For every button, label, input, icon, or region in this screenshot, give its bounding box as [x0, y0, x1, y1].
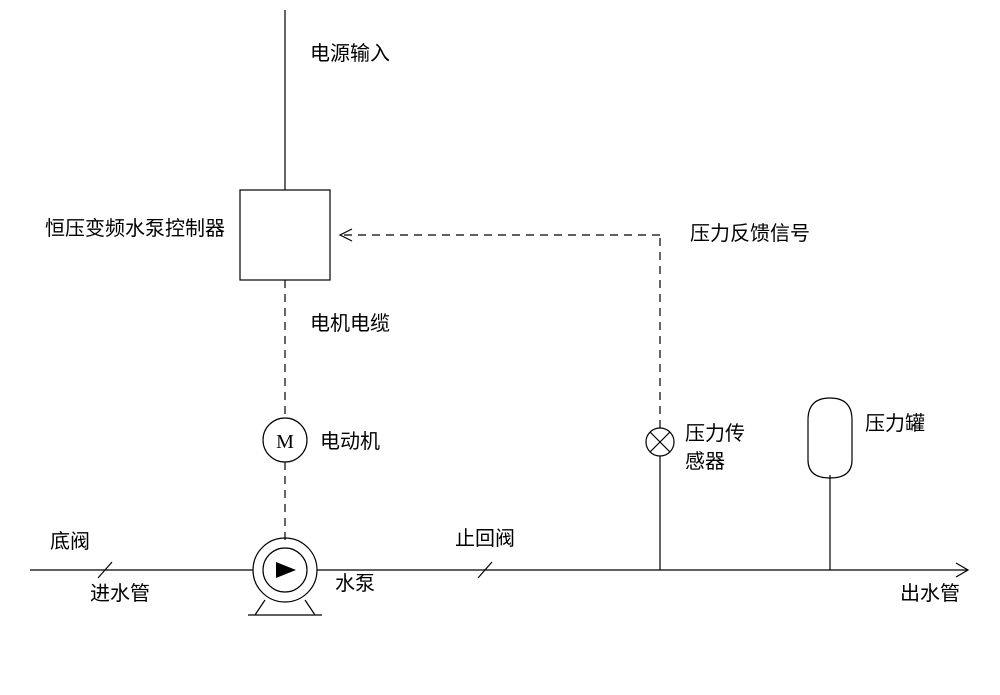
- inlet-label: 进水管: [90, 582, 150, 605]
- pump-label: 水泵: [335, 572, 375, 595]
- pressure-tank-symbol: [808, 398, 852, 478]
- sensor-label-l1: 压力传: [685, 422, 745, 445]
- motor-cable-label: 电机电缆: [310, 312, 390, 335]
- check-valve-label: 止回阀: [455, 527, 515, 550]
- outlet-label: 出水管: [900, 582, 960, 605]
- sensor-label-l2: 感器: [685, 450, 725, 473]
- motor-label: 电动机: [320, 430, 380, 453]
- feedback-label: 压力反馈信号: [690, 222, 810, 245]
- controller-box: [240, 190, 330, 280]
- power-input-label: 电源输入: [310, 42, 390, 65]
- pump-symbol: [248, 538, 322, 615]
- tank-label: 压力罐: [865, 412, 925, 435]
- controller-label: 恒压变频水泵控制器: [45, 217, 225, 240]
- pressure-sensor-symbol: [646, 428, 674, 456]
- motor-glyph: M: [276, 431, 294, 453]
- foot-valve-label: 底阀: [50, 530, 90, 553]
